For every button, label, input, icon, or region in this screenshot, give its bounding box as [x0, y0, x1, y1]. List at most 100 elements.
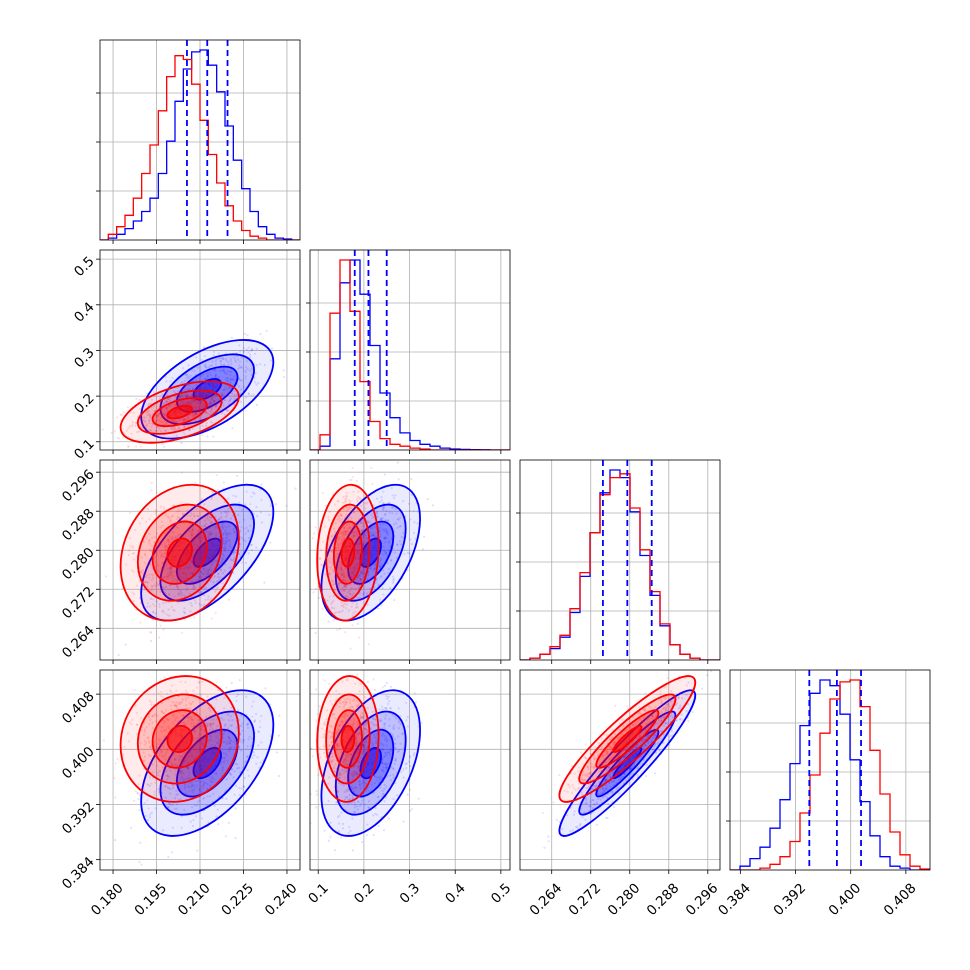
- sample-point: [190, 717, 193, 721]
- sample-point: [383, 684, 387, 687]
- sample-point: [219, 370, 222, 373]
- sample-point: [352, 523, 355, 527]
- sample-point: [349, 785, 353, 789]
- sample-point: [226, 741, 229, 744]
- sample-point: [200, 497, 203, 500]
- sample-point: [204, 378, 207, 381]
- sample-point: [344, 759, 347, 762]
- sample-point: [187, 774, 190, 777]
- sample-point: [363, 803, 366, 806]
- sample-point: [150, 573, 153, 576]
- sample-point: [345, 506, 348, 509]
- sample-point: [373, 567, 377, 570]
- sample-point: [372, 533, 375, 536]
- sample-point: [209, 779, 212, 782]
- sample-point: [183, 572, 186, 575]
- sample-point: [208, 531, 211, 534]
- sample-point: [370, 721, 373, 724]
- sample-point: [218, 563, 221, 567]
- sample-point: [355, 552, 359, 556]
- sample-point: [134, 528, 137, 532]
- sample-point: [179, 788, 182, 791]
- sample-point: [319, 549, 323, 552]
- sample-point: [220, 525, 223, 529]
- sample-point: [344, 498, 347, 501]
- sample-point: [345, 769, 348, 772]
- sample-point: [210, 743, 213, 747]
- sample-point: [173, 390, 176, 393]
- sample-point: [357, 519, 360, 522]
- sample-point: [225, 408, 228, 411]
- sample-point: [194, 559, 197, 563]
- sample-point: [210, 533, 213, 536]
- sample-point: [180, 755, 184, 758]
- sample-point: [246, 530, 250, 533]
- sample-point: [158, 769, 161, 772]
- sample-point: [357, 586, 360, 590]
- sample-point: [131, 423, 134, 426]
- sample-point: [249, 355, 252, 359]
- sample-point: [179, 393, 182, 396]
- sample-point: [175, 434, 178, 437]
- sample-point: [246, 722, 249, 725]
- sample-point: [168, 755, 171, 758]
- sample-point: [337, 830, 340, 833]
- sample-point: [154, 781, 157, 784]
- sample-point: [147, 403, 151, 406]
- sample-point: [141, 517, 144, 520]
- sample-point: [355, 739, 358, 742]
- sample-point: [369, 568, 373, 571]
- sample-point: [211, 561, 214, 565]
- sample-point: [211, 577, 214, 580]
- sample-point: [394, 742, 397, 745]
- sample-point: [177, 572, 181, 576]
- sample-point: [113, 777, 116, 780]
- sample-point: [165, 785, 168, 788]
- sample-point: [193, 399, 196, 402]
- sample-point: [417, 797, 420, 800]
- sample-point: [192, 572, 195, 575]
- sample-point: [328, 560, 332, 564]
- sample-point: [207, 530, 210, 534]
- sample-point: [362, 592, 365, 596]
- sample-point: [340, 570, 343, 573]
- sample-point: [255, 506, 258, 509]
- sample-point: [327, 839, 331, 842]
- sample-point: [349, 583, 352, 587]
- sample-point: [151, 584, 154, 588]
- sample-point: [200, 790, 203, 793]
- sample-point: [199, 749, 202, 753]
- sample-point: [336, 815, 340, 819]
- sample-point: [209, 738, 212, 741]
- sample-point: [321, 564, 324, 567]
- sample-point: [374, 561, 378, 564]
- sample-point: [193, 599, 197, 602]
- sample-point: [343, 526, 346, 530]
- sample-point: [277, 774, 281, 778]
- sample-point: [161, 416, 164, 419]
- sample-point: [182, 514, 185, 517]
- sample-point: [161, 610, 164, 613]
- sample-point: [186, 777, 189, 780]
- sample-point: [392, 797, 395, 801]
- sample-point: [277, 734, 281, 737]
- sample-point: [165, 400, 168, 403]
- sample-point: [154, 720, 158, 723]
- sample-point: [167, 539, 170, 542]
- sample-point: [191, 427, 194, 430]
- sample-point: [183, 418, 186, 421]
- sample-point: [341, 573, 344, 576]
- sample-point: [201, 537, 204, 540]
- sample-point: [342, 526, 346, 529]
- sample-point: [249, 503, 252, 506]
- sample-point: [384, 551, 387, 554]
- sample-point: [196, 849, 199, 852]
- sample-point: [170, 803, 173, 807]
- sample-point: [162, 569, 165, 572]
- sample-point: [175, 807, 178, 810]
- sample-point: [212, 739, 215, 743]
- sample-point: [198, 586, 201, 589]
- sample-point: [159, 743, 162, 746]
- sample-point: [347, 499, 350, 502]
- sample-point: [212, 435, 215, 438]
